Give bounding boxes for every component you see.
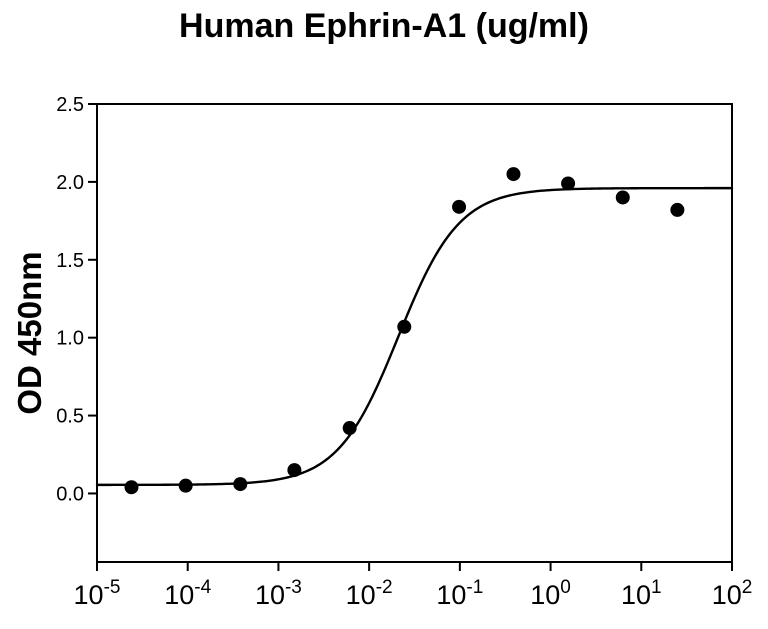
x-tick-label: 10-1 [436, 577, 483, 610]
x-tick-label: 10-3 [255, 577, 302, 610]
x-tick-label: 102 [712, 577, 753, 610]
data-point [615, 190, 630, 205]
x-tick-exponent: 2 [742, 577, 753, 598]
x-tick-exponent: -3 [285, 577, 302, 598]
data-point [670, 202, 685, 217]
x-tick-base: 10 [164, 580, 194, 610]
data-point [124, 480, 139, 495]
y-tick-label: 2.0 [56, 172, 84, 194]
x-tick-label: 100 [530, 577, 571, 610]
data-point [452, 199, 467, 214]
x-tick-label: 10-2 [346, 577, 393, 610]
x-tick-exponent: -4 [194, 577, 211, 598]
x-tick-label: 10-5 [74, 577, 121, 610]
x-tick-base: 10 [621, 580, 651, 610]
x-tick-label: 10-4 [164, 577, 211, 610]
chart-title: Human Ephrin-A1 (ug/ml) [179, 7, 589, 45]
data-point [287, 463, 302, 478]
data-point [178, 478, 193, 493]
x-tick-exponent: 0 [560, 577, 571, 598]
plot-frame [96, 103, 733, 563]
y-tick-label: 1.5 [56, 250, 84, 272]
data-point [397, 319, 412, 334]
data-point [506, 167, 521, 182]
data-point [561, 176, 576, 191]
x-tick-exponent: -2 [376, 577, 393, 598]
y-tick-label: 1.0 [56, 328, 84, 350]
x-tick-label: 101 [621, 577, 662, 610]
data-point [233, 477, 248, 492]
x-tick-exponent: -5 [104, 577, 121, 598]
fit-curve [95, 186, 734, 487]
y-tick-label: 0.0 [56, 483, 84, 505]
data-point [342, 421, 357, 436]
x-tick-base: 10 [712, 580, 742, 610]
x-tick-base: 10 [346, 580, 376, 610]
x-tick-base: 10 [255, 580, 285, 610]
y-tick-label: 0.5 [56, 406, 84, 428]
x-tick-base: 10 [530, 580, 560, 610]
x-tick-base: 10 [74, 580, 104, 610]
x-tick-exponent: -1 [466, 577, 483, 598]
x-tick-exponent: 1 [651, 577, 662, 598]
x-tick-base: 10 [436, 580, 466, 610]
y-tick-label: 2.5 [56, 94, 84, 116]
